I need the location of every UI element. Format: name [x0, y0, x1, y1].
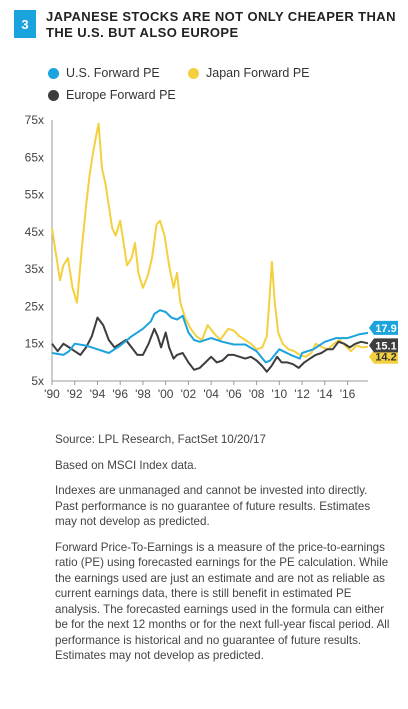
europe-end-value-label: 15.1 [369, 338, 398, 353]
x-tick-label: '16 [340, 387, 356, 401]
y-tick-label: 25x [25, 299, 44, 313]
legend-label-europe: Europe Forward PE [66, 88, 176, 102]
legend-label-us: U.S. Forward PE [66, 66, 160, 80]
chart-notes: Source: LPL Research, FactSet 10/20/17 B… [55, 432, 390, 674]
us-end-value-label-text: 17.9 [375, 323, 396, 335]
x-tick-label: '96 [112, 387, 128, 401]
legend-item-us: U.S. Forward PE [48, 66, 160, 80]
x-tick-label: '00 [158, 387, 174, 401]
x-tick-label: '02 [181, 387, 197, 401]
y-tick-label: 75x [25, 113, 44, 127]
x-tick-label: '90 [44, 387, 60, 401]
index-data-note: Based on MSCI Index data. [55, 458, 197, 472]
figure-number-badge: 3 [14, 10, 36, 38]
japan-end-value-label: 14.2 [369, 349, 398, 364]
europe-end-value-label-text: 15.1 [375, 340, 396, 352]
y-tick-label: 15x [25, 337, 44, 351]
x-tick-label: '14 [317, 387, 333, 401]
y-tick-label: 55x [25, 188, 44, 202]
x-tick-label: '10 [272, 387, 288, 401]
japan-forward-pe-line [51, 122, 369, 358]
y-tick-label: 5x [31, 374, 44, 388]
japan-end-value-label-tag [369, 349, 398, 364]
x-tick-label: '06 [226, 387, 242, 401]
us-forward-pe-line [51, 309, 369, 364]
x-tick-label: '94 [90, 387, 106, 401]
legend-item-europe: Europe Forward PE [48, 88, 176, 102]
japan-end-value-label-text: 14.2 [375, 352, 396, 364]
legend-label-japan: Japan Forward PE [206, 66, 310, 80]
legend-item-japan: Japan Forward PE [188, 66, 310, 80]
legend-marker-japan [188, 67, 199, 79]
europe-forward-pe-line [51, 316, 369, 373]
x-tick-label: '04 [203, 387, 219, 401]
x-tick-label: '92 [67, 387, 83, 401]
x-tick-label: '12 [294, 387, 310, 401]
europe-end-value-label-tag [369, 338, 398, 353]
chart-title: JAPANESE STOCKS ARE NOT ONLY CHEAPER THA… [46, 9, 396, 40]
us-end-value-label: 17.9 [369, 320, 398, 335]
y-tick-label: 45x [25, 225, 44, 239]
x-tick-label: '08 [249, 387, 265, 401]
disclaimer-note: Indexes are unmanaged and cannot be inve… [55, 484, 371, 528]
y-tick-label: 35x [25, 262, 44, 276]
source-note: Source: LPL Research, FactSet 10/20/17 [55, 433, 266, 446]
legend-marker-us [48, 67, 59, 79]
line-chart: 5x 15x 25x 35x 45x 55x 65x 75x '90 '92 '94 '96 '98 '0… [25, 113, 398, 401]
forward-pe-definition: Forward Price-To-Earnings is a measure o… [55, 540, 390, 663]
us-end-value-label-tag [369, 320, 398, 335]
y-tick-label: 65x [25, 150, 44, 164]
x-tick-label: '98 [135, 387, 151, 401]
legend-marker-europe [48, 89, 59, 101]
